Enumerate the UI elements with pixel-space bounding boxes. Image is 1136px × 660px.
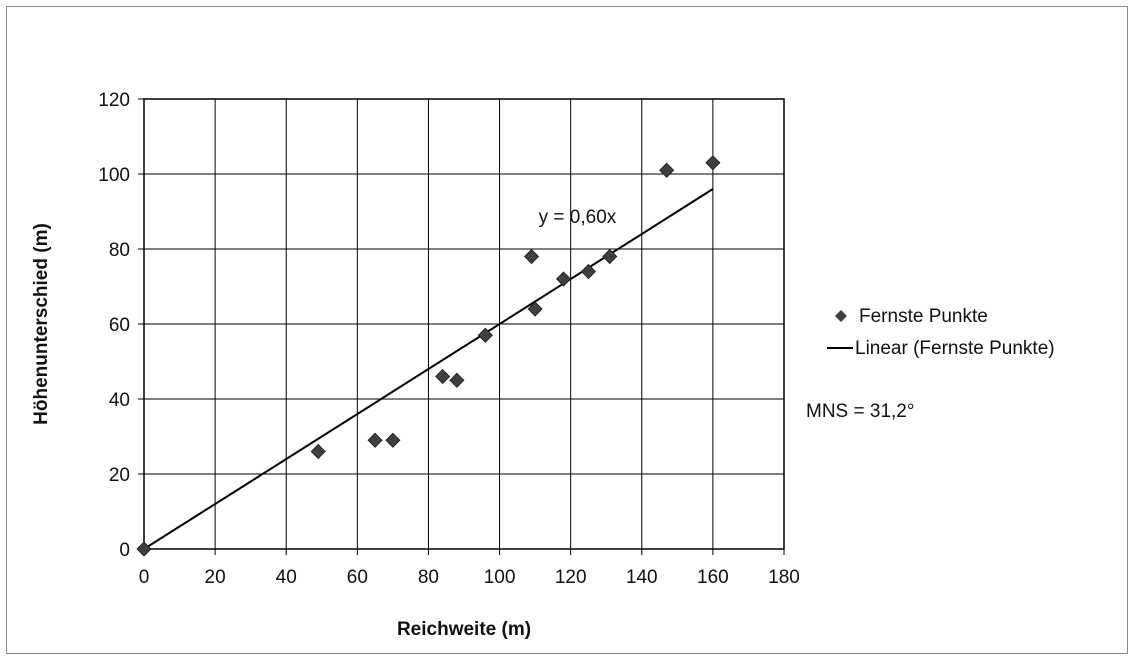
y-tick-label: 40 [109,390,130,411]
gridlines [144,99,784,549]
data-point-diamond [385,432,401,448]
legend-series-label: Fernste Punkte [859,306,988,327]
data-point-diamond [555,271,572,287]
legend-trendline-label: Linear (Fernste Punkte) [855,338,1055,359]
y-axis-ticks: 0 20 40 60 80 100 120 [98,90,144,561]
legend-marker-diamond [835,310,847,322]
data-point-diamond [580,263,597,280]
data-point-diamond [477,327,493,343]
y-tick-label: 60 [109,315,130,336]
x-tick-label: 100 [484,567,516,588]
x-tick-label: 140 [626,567,658,588]
data-point-diamond [523,248,540,265]
data-point-diamond [449,372,465,388]
data-point-diamond [602,248,618,265]
x-tick-label: 160 [697,567,729,588]
trendline [143,188,714,550]
y-tick-label: 100 [98,165,130,186]
y-tick-label: 120 [98,90,130,111]
data-point-diamond [527,301,543,317]
mns-annotation: MNS = 31,2° [806,401,914,422]
x-tick-label: 20 [205,567,226,588]
trendline-equation: y = 0,60x [539,207,617,228]
y-tick-label: 0 [119,540,130,561]
y-axis-title: Höhenunterschied (m) [31,223,52,425]
x-tick-label: 120 [555,567,587,588]
y-tick-label: 20 [109,465,130,486]
x-tick-label: 180 [768,567,800,588]
y-tick-label: 80 [109,240,130,261]
data-point-diamond [705,155,721,171]
data-point-diamond [435,368,451,385]
data-point-diamond [136,541,152,557]
chart-frame: 0 20 40 60 80 100 120 140 160 180 0 20 40 60 80 100 120… [6,6,1128,654]
x-axis-title: Reichweite (m) [397,619,531,640]
scatter-chart: 0 20 40 60 80 100 120 140 160 180 0 20 40 60 80 100 120… [31,90,1055,640]
data-point-diamond [367,432,383,448]
x-tick-label: 60 [347,567,368,588]
legend: Fernste Punkte Linear (Fernste Punkte) [827,306,1055,359]
x-tick-label: 40 [276,567,297,588]
trendline-group [143,188,714,550]
data-points [136,155,721,557]
x-tick-label: 80 [418,567,439,588]
data-point-diamond [310,443,326,460]
data-point-diamond [659,162,675,178]
x-tick-label: 0 [139,567,150,588]
x-axis-ticks: 0 20 40 60 80 100 120 140 160 180 [139,549,800,588]
